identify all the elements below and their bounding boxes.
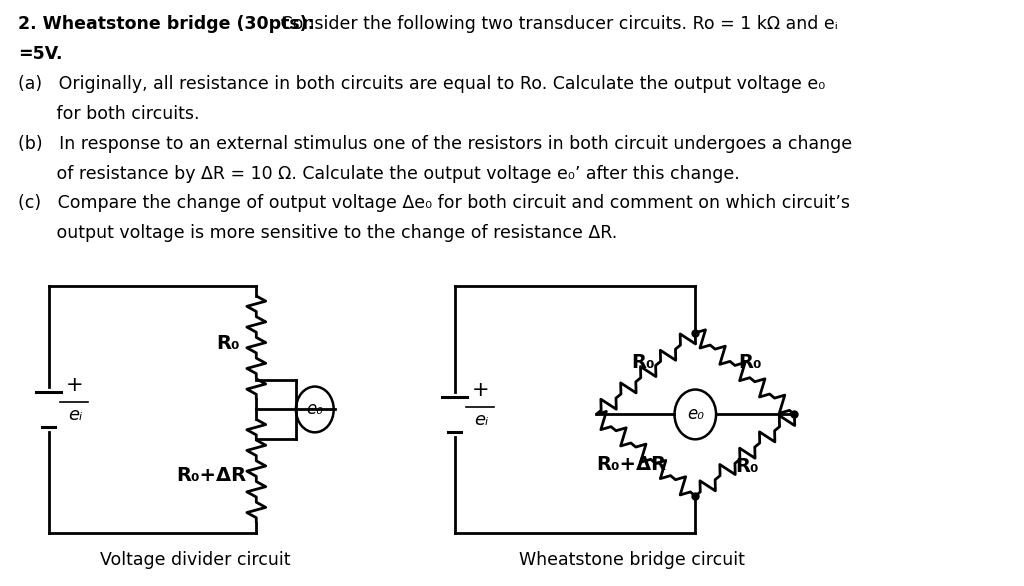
Text: for both circuits.: for both circuits.	[18, 105, 200, 123]
Text: R₀: R₀	[632, 353, 655, 372]
Text: e₀: e₀	[306, 400, 324, 418]
Text: (b)   In response to an external stimulus one of the resistors in both circuit u: (b) In response to an external stimulus …	[18, 135, 853, 153]
Text: e₀: e₀	[687, 406, 703, 424]
Text: Wheatstone bridge circuit: Wheatstone bridge circuit	[518, 551, 744, 569]
Text: R₀: R₀	[216, 334, 240, 353]
Text: =5V.: =5V.	[18, 45, 62, 63]
Text: of resistance by ΔR = 10 Ω. Calculate the output voltage e₀’ after this change.: of resistance by ΔR = 10 Ω. Calculate th…	[18, 165, 740, 183]
Text: output voltage is more sensitive to the change of resistance ΔR.: output voltage is more sensitive to the …	[18, 224, 617, 243]
Text: eᵢ: eᵢ	[68, 407, 82, 424]
Text: R₀: R₀	[735, 456, 759, 476]
Text: Voltage divider circuit: Voltage divider circuit	[99, 551, 290, 569]
Text: (c)   Compare the change of output voltage Δe₀ for both circuit and comment on w: (c) Compare the change of output voltage…	[18, 195, 850, 213]
Text: (a)   Originally, all resistance in both circuits are equal to Ro. Calculate the: (a) Originally, all resistance in both c…	[18, 75, 825, 93]
Text: R₀+ΔR: R₀+ΔR	[596, 455, 667, 473]
Text: 2. Wheatstone bridge (30pts):: 2. Wheatstone bridge (30pts):	[18, 15, 315, 33]
Text: +: +	[472, 380, 489, 400]
Text: eᵢ: eᵢ	[474, 411, 488, 430]
Text: R₀: R₀	[738, 353, 762, 372]
Text: Consider the following two transducer circuits. Ro = 1 kΩ and eᵢ: Consider the following two transducer ci…	[275, 15, 838, 33]
Text: R₀+ΔR: R₀+ΔR	[176, 466, 246, 485]
Text: +: +	[67, 374, 84, 394]
